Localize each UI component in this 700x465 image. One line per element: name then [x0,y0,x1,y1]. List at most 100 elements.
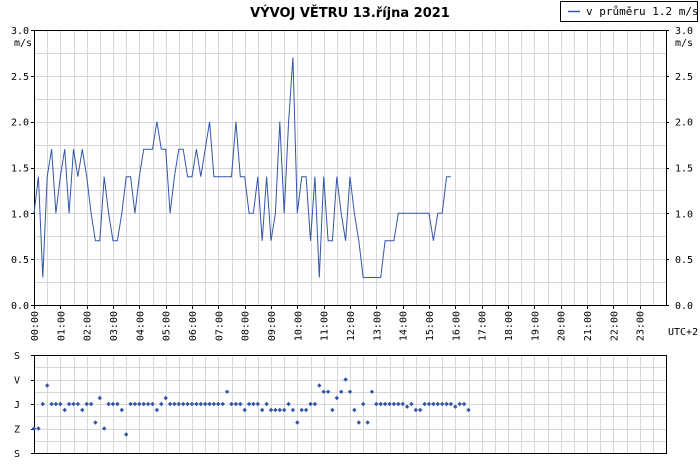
direction-point [277,407,282,413]
direction-point [40,401,45,407]
direction-point [435,401,440,407]
x-tick-label: 07:00 [214,311,225,341]
direction-point [246,401,252,407]
dir-tick-label: V [14,376,20,387]
direction-point [356,420,361,425]
direction-point [303,407,309,413]
x-tick-label: 22:00 [609,311,620,341]
direction-point [93,420,98,425]
direction-point [330,407,335,413]
direction-point [378,401,383,407]
direction-point [216,401,221,407]
series-line-wind-speed [33,57,451,278]
direction-point [461,401,467,407]
direction-point [119,407,124,413]
y-tick-label-right: 2.0 [675,118,693,129]
direction-point [97,395,102,401]
direction-point [106,401,111,407]
direction-point [163,395,168,401]
y-tick-label-left: 1.0 [11,209,29,220]
direction-point [382,401,388,407]
x-tick-label: 11:00 [320,311,331,341]
direction-point [36,426,41,431]
direction-point [400,401,405,407]
direction-point [242,407,247,413]
direction-point [387,401,392,407]
legend-box [560,1,698,22]
x-tick-label: 01:00 [56,311,67,341]
direction-point [132,401,138,407]
y-tick-label-left: 2.5 [11,72,29,83]
direction-point [194,401,199,407]
x-tick-label: 21:00 [583,311,594,341]
direction-point [220,401,225,407]
direction-point [312,401,318,407]
direction-point [115,401,120,407]
direction-point [224,389,230,394]
direction-point [347,389,353,394]
direction-point [339,389,344,394]
direction-point [260,407,265,413]
y-tick-label-left: 1.5 [11,164,29,175]
direction-point [440,401,445,407]
direction-point [66,401,72,407]
direction-point [422,401,427,407]
direction-point [444,401,449,407]
legend-label: v průměru 1.2 m/s [586,5,699,18]
x-tick-label: 16:00 [451,311,462,341]
dir-tick-label: S [14,449,20,460]
x-tick-label: 00:00 [30,311,41,341]
direction-point [211,401,217,407]
direction-point [102,426,107,431]
direction-point [53,401,59,407]
direction-point [71,401,76,407]
direction-point [466,407,471,413]
direction-point [154,407,160,413]
x-tick-label: 23:00 [636,311,647,341]
direction-point [207,401,212,407]
direction-point [58,401,63,407]
x-tick-label: 17:00 [478,311,489,341]
direction-point [299,407,304,413]
direction-point [413,407,418,413]
dir-tick-label: Z [14,425,20,436]
direction-point [124,432,129,437]
y-tick-label-right: 1.5 [675,164,693,175]
x-tick-label: 03:00 [109,311,120,341]
dir-tick-label: S [14,351,20,362]
chart-title: VÝVOJ VĚTRU 13.října 2021 [250,5,450,21]
direction-point [268,407,274,413]
dir-tick-label: J [14,400,20,411]
x-tick-label: 04:00 [135,311,146,341]
direction-point [343,377,348,382]
direction-point [286,401,291,407]
x-tick-label: 15:00 [425,311,436,341]
direction-point [325,389,331,394]
direction-point [251,401,256,407]
direction-point [88,401,94,407]
x-tick-label: 12:00 [346,311,357,341]
direction-point [80,407,85,413]
direction-point [409,401,414,407]
direction-point [308,401,313,407]
dir-plot-frame [34,355,667,454]
x-tick-label: 19:00 [530,311,541,341]
direction-point [31,426,37,431]
y-tick-label-left: 2.0 [11,118,29,129]
y-unit-right: m/s [675,38,693,49]
y-tick-label-left: 0.0 [11,301,29,312]
direction-point [255,401,260,407]
direction-point [457,401,462,407]
direction-point [273,407,278,413]
direction-point [181,401,186,407]
direction-point [453,404,458,409]
direction-point [137,401,142,407]
direction-point [321,389,326,394]
x-tick-label: 14:00 [399,311,410,341]
y-tick-label-right: 0.0 [675,301,693,312]
speed-plot: 0.0 0.0 0.5 0.5 1.0 1.0 1.5 1.5 2.0 2.0 2.5 2.5 3.0 3… [11,26,693,341]
direction-point [141,401,146,407]
direction-point [233,401,239,407]
direction-point [369,389,375,394]
